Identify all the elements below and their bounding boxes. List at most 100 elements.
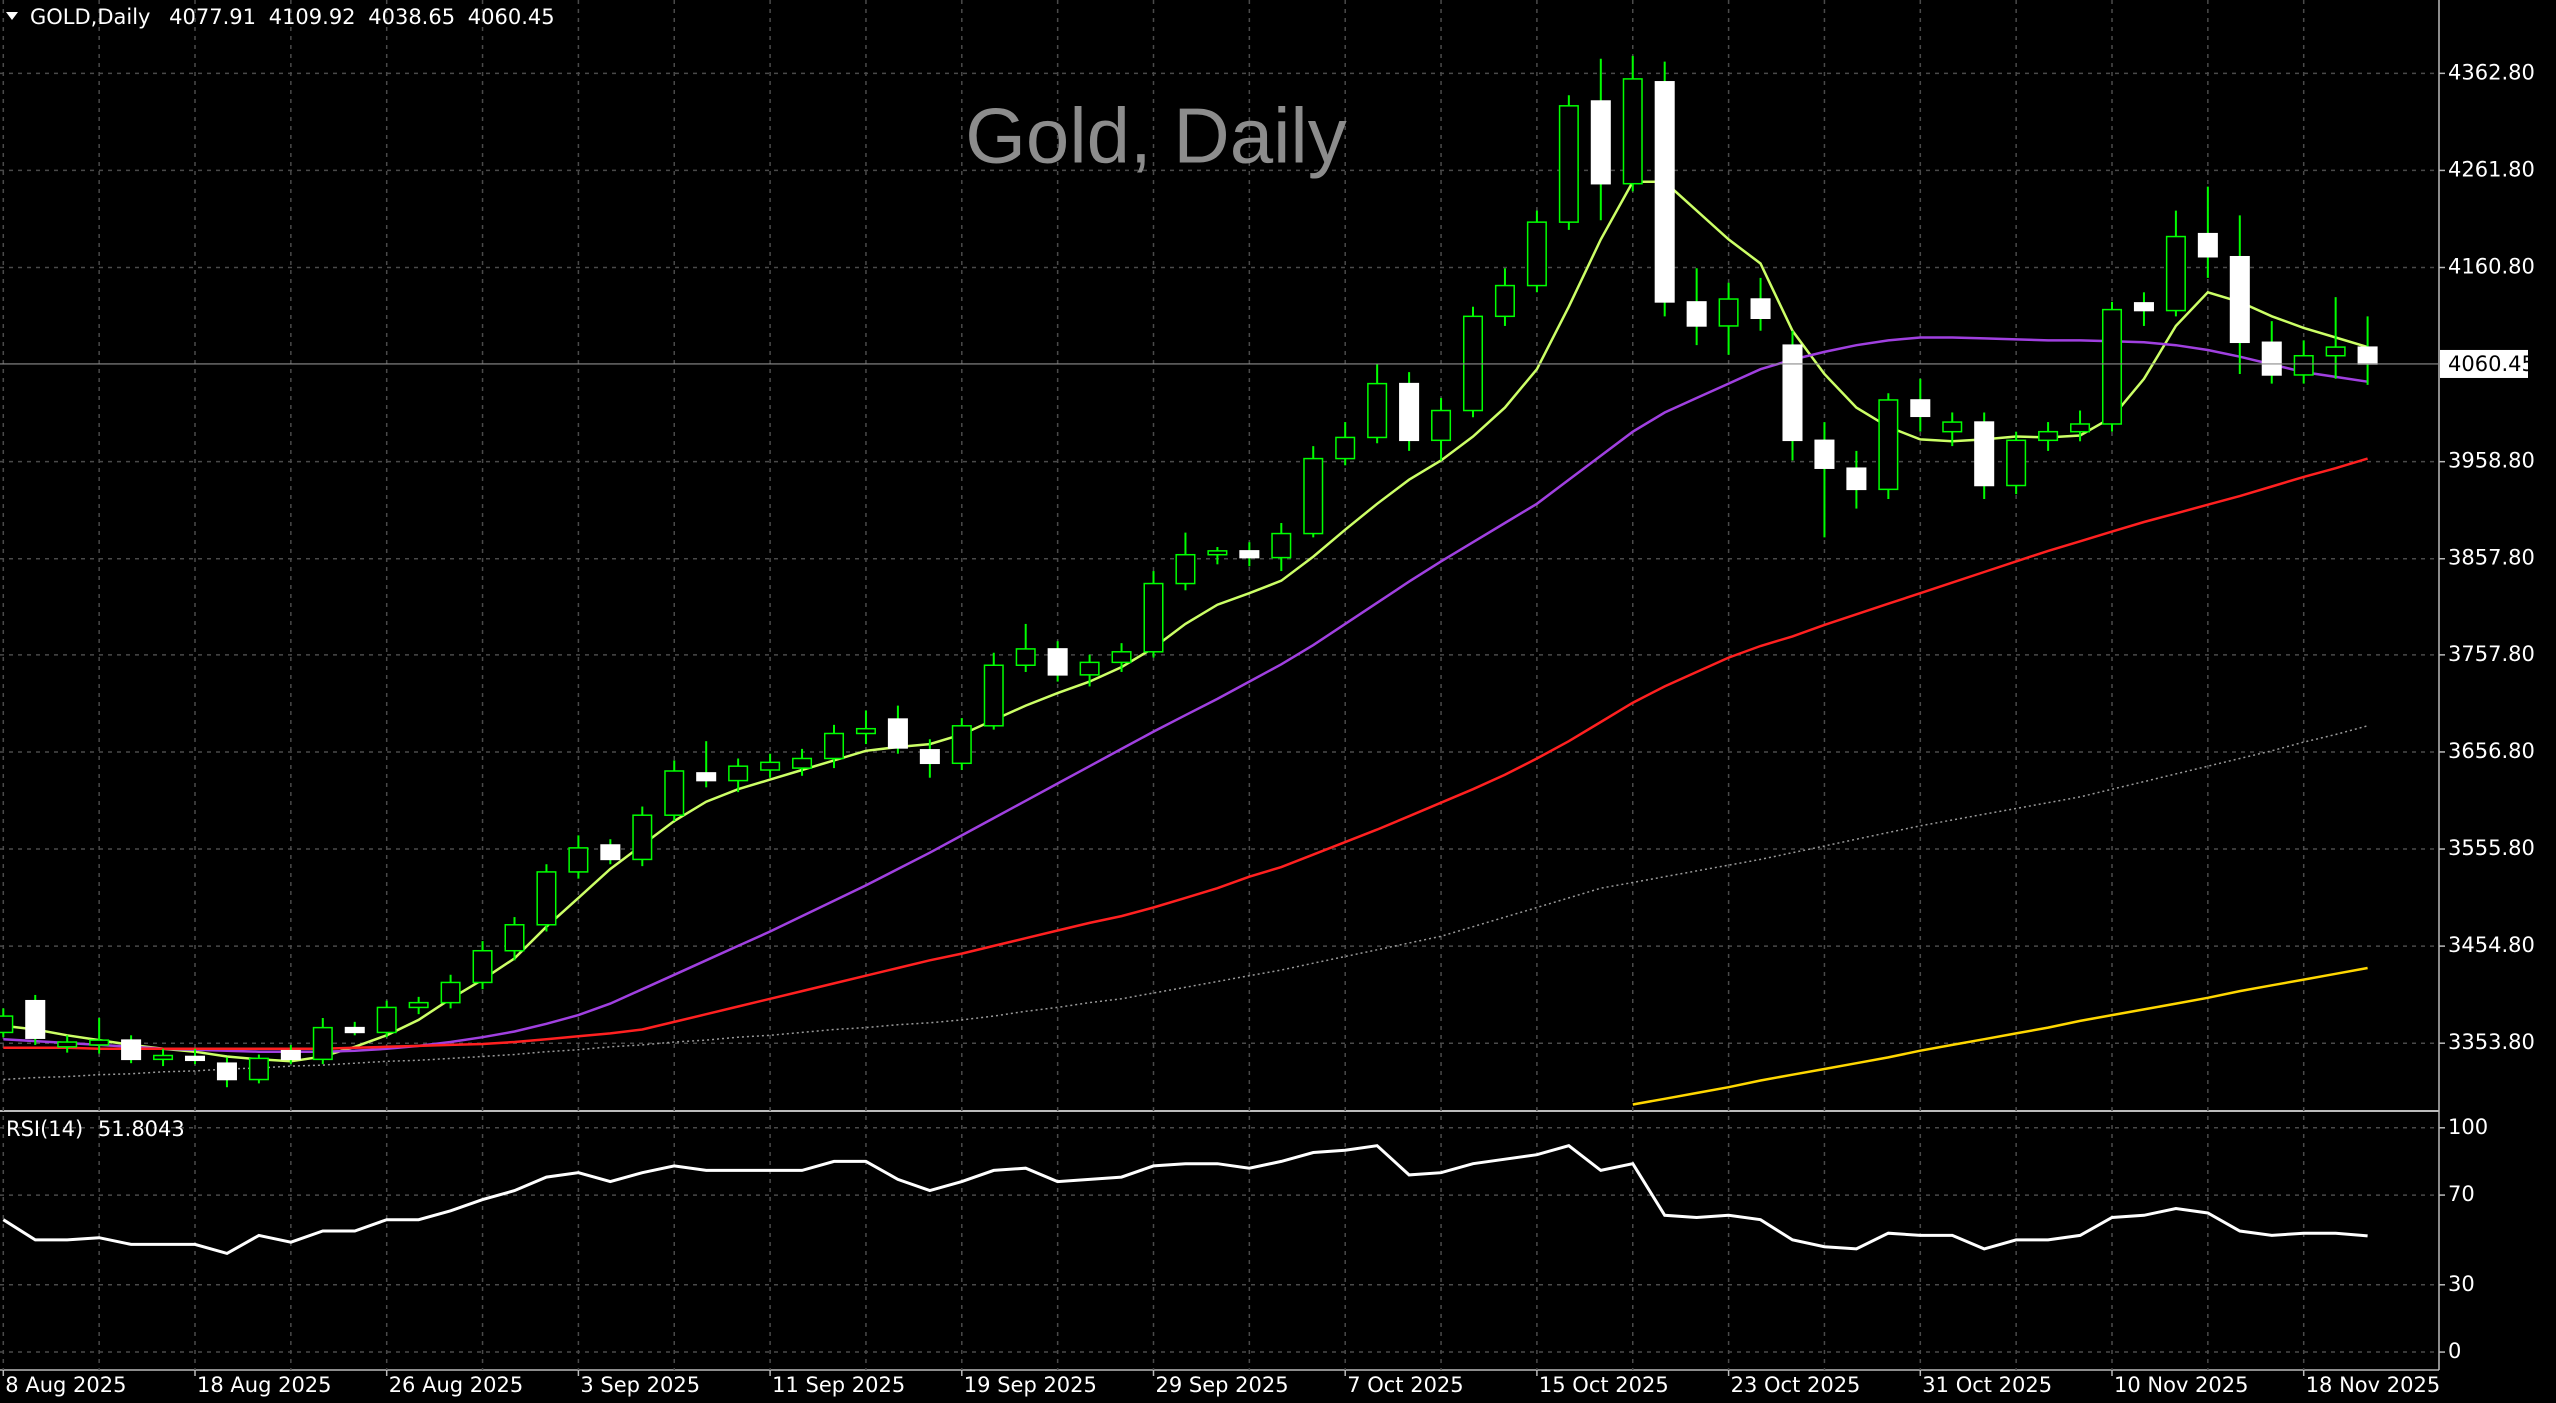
candle-body-up (312, 1026, 333, 1061)
candle-body-down (919, 749, 940, 765)
candle-body-up (792, 757, 813, 769)
x-tick-label: 29 Sep 2025 (1156, 1373, 1289, 1397)
candle-body-up (983, 664, 1004, 727)
candle-body-up (153, 1054, 174, 1061)
candle-body-up (376, 1006, 397, 1034)
candle-body-up (1175, 553, 1196, 585)
menu-triangle[interactable] (6, 12, 18, 20)
candle-body-down (280, 1049, 301, 1061)
candle-body-down (344, 1026, 365, 1034)
open-value: 4077.91 (169, 5, 256, 29)
high-value: 4109.92 (269, 5, 356, 29)
candle-body-up (1207, 550, 1228, 556)
y-tick-label: 4160.80 (2448, 255, 2535, 279)
candle-body-up (951, 725, 972, 765)
candle-body-up (1431, 409, 1452, 442)
watermark-title: Gold, Daily (965, 92, 1346, 180)
x-tick-label: 7 Oct 2025 (1347, 1373, 1463, 1397)
candle-body-down (696, 772, 717, 782)
y-tick-label: 3958.80 (2448, 449, 2535, 473)
candle-body-down (121, 1039, 142, 1061)
low-value: 4038.65 (368, 5, 455, 29)
candle-body-up (823, 732, 845, 760)
symbol: GOLD,Daily (30, 5, 150, 29)
candle-body-up (504, 924, 525, 952)
candle-body-down (2133, 302, 2154, 312)
y-tick-label: 3454.80 (2448, 933, 2535, 957)
candle-body-down (2229, 255, 2250, 344)
candle-body-down (600, 844, 621, 861)
x-tick-label: 3 Sep 2025 (580, 1373, 700, 1397)
candle-body-up (1367, 382, 1388, 439)
main-panel (0, 55, 2439, 1106)
y-tick-label: 0 (2448, 1339, 2461, 1363)
candle-body-down (1399, 382, 1420, 442)
candle-body-down (25, 999, 46, 1039)
candle-body-up (632, 814, 653, 861)
candle-body-up (1111, 651, 1132, 664)
x-tick-label: 23 Oct 2025 (1731, 1373, 1861, 1397)
rsi-panel (2, 1144, 2368, 1256)
candle-body-up (1878, 399, 1899, 491)
candle-body-down (1047, 648, 1068, 676)
moving-average-line (3, 180, 2368, 1063)
candle-body-up (855, 727, 876, 735)
y-tick-label: 30 (2448, 1272, 2475, 1296)
y-tick-label: 3857.80 (2448, 546, 2535, 570)
moving-average-line (3, 336, 2368, 1053)
x-tick-label: 15 Oct 2025 (1539, 1373, 1669, 1397)
x-tick-label: 8 Aug 2025 (5, 1373, 126, 1397)
y-tick-label: 4362.80 (2448, 60, 2535, 84)
candle-body-up (2165, 235, 2186, 312)
candle-body-down (2357, 346, 2378, 365)
candle-body-up (1271, 532, 1292, 559)
candle-body-down (2261, 341, 2282, 376)
candle-body-up (1303, 457, 1324, 535)
candle-body-up (536, 871, 557, 926)
candle-body-up (1015, 648, 1036, 667)
moving-average-line (3, 457, 2368, 1051)
header: GOLD,Daily 4077.91 4109.92 4038.65 4060.… (30, 5, 555, 29)
candle-body-up (1718, 298, 1739, 327)
x-tick-label: 26 Aug 2025 (389, 1373, 524, 1397)
candle-body-down (184, 1055, 206, 1062)
rsi-name: RSI(14) (6, 1117, 83, 1141)
candle-body-down (1782, 344, 1803, 442)
y-tick-label: 3353.80 (2448, 1030, 2535, 1054)
moving-average-line (3, 725, 2368, 1081)
candle-body-up (248, 1057, 269, 1081)
candle-body-up (1335, 436, 1356, 460)
candle-body-up (440, 981, 461, 1004)
y-tick-label: 4261.80 (2448, 157, 2535, 181)
x-tick-label: 10 Nov 2025 (2114, 1373, 2249, 1397)
close-value: 4060.45 (468, 5, 555, 29)
candle-body-up (2038, 430, 2059, 442)
candle-body-down (1846, 467, 1867, 491)
candle-body-down (1654, 81, 1675, 303)
candle-body-down (1590, 100, 1611, 185)
candle-body-down (1750, 298, 1771, 320)
candle-body-down (216, 1062, 237, 1081)
y-tick-label: 3656.80 (2448, 739, 2535, 763)
candle-body-up (57, 1041, 78, 1048)
y-tick-label: 3757.80 (2448, 642, 2535, 666)
candle-body-up (2325, 346, 2346, 357)
candle-body-up (2070, 423, 2091, 433)
candle-body-up (1942, 421, 1963, 433)
candle-body-up (2006, 439, 2027, 487)
current-price-box (2440, 349, 2528, 378)
candle-body-down (1686, 301, 1707, 327)
x-tick-label: 18 Nov 2025 (2306, 1373, 2441, 1397)
labels: 8 Aug 2025 18 Aug 2025 26 Aug 2025 3 Sep 20… (2, 60, 2535, 1397)
candle-body-up (1079, 661, 1100, 676)
x-tick-label: 18 Aug 2025 (197, 1373, 332, 1397)
candle-body-down (1239, 550, 1260, 559)
candle-body-up (1494, 284, 1515, 318)
candle-body-down (1910, 399, 1931, 418)
current-price-label: 4060.45 (2448, 352, 2535, 376)
candle-body-up (1143, 582, 1164, 653)
x-tick-label: 31 Oct 2025 (1922, 1373, 2052, 1397)
